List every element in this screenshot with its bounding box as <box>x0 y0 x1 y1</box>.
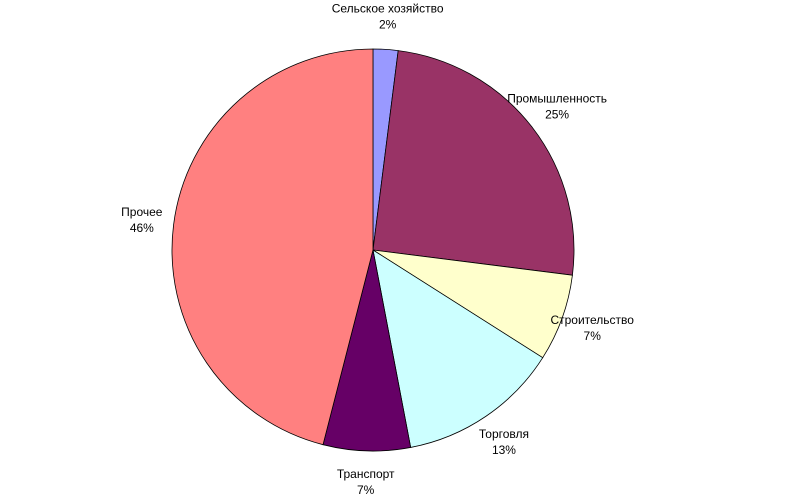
slice-label: Транспорт <box>337 467 395 481</box>
pie-slice <box>171 48 374 446</box>
slice-value-label: 7% <box>584 329 602 343</box>
slice-label: Прочее <box>121 205 163 219</box>
slice-value-label: 13% <box>492 443 516 457</box>
slice-label: Торговля <box>479 427 529 441</box>
pie-slice <box>372 249 544 448</box>
slice-value-label: 25% <box>545 107 569 121</box>
pie-slice <box>372 50 575 276</box>
slice-label: Сельское хозяйство <box>332 2 444 16</box>
slice-value-label: 46% <box>130 221 154 235</box>
slice-value-label: 2% <box>379 18 397 32</box>
slice-value-label: 7% <box>357 483 375 497</box>
slice-label: Строительство <box>550 313 634 327</box>
slice-label: Промышленность <box>507 91 607 105</box>
